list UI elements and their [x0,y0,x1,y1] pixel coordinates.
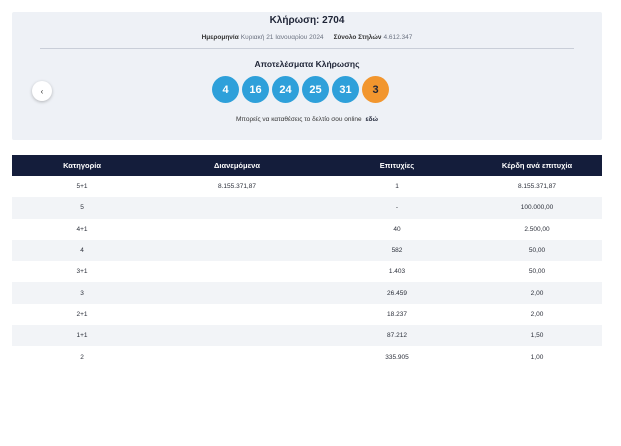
divider [40,48,574,49]
date-value: Κυριακή 21 Ιανουαρίου 2024 [240,34,324,41]
winners-cell: 1.403 [322,261,472,283]
online-link[interactable]: εδώ [365,116,378,123]
table-row: 5+1 8.155.371,87 1 8.155.371,87 [12,176,602,198]
prize-cell: 50,00 [472,239,602,262]
table-row: 5 - 100.000,00 [12,197,602,219]
number-ball: 24 [272,76,299,103]
table-row: 3+1 1.403 50,00 [12,261,602,283]
winners-cell: 87.212 [322,325,472,347]
category-cell: 1+1 [12,325,152,347]
prize-cell: 100.000,00 [472,197,602,219]
winning-numbers: 4 16 24 25 31 3 [212,76,389,103]
distributed-cell [152,197,322,219]
category-cell: 2+1 [12,303,152,326]
winners-cell: 335.905 [322,346,472,368]
table-row: 4 582 50,00 [12,239,602,262]
draw-results-panel: Κλήρωση: 2704 Ημερομηνία Κυριακή 21 Ιανου… [12,12,602,140]
columns-label: Σύνολο Στηλών [333,34,382,41]
header-winners: Επιτυχίες [322,155,472,176]
number-ball: 16 [242,76,269,103]
distributed-cell [152,282,322,304]
winners-cell: 1 [322,176,472,198]
prize-cell: 2.500,00 [472,218,602,240]
category-cell: 3+1 [12,261,152,283]
previous-draw-button[interactable]: ‹ [32,81,52,101]
table-row: 4+1 40 2.500,00 [12,218,602,240]
winners-cell: - [322,197,472,219]
number-ball: 25 [302,76,329,103]
header-distributed: Διανεμόμενα [152,155,322,176]
prize-cell: 1,50 [472,325,602,347]
table-header-row: Κατηγορία Διανεμόμενα Επιτυχίες Κέρδη αν… [12,155,602,176]
prize-cell: 2,00 [472,303,602,326]
table-row: 2+1 18.237 2,00 [12,303,602,326]
winners-cell: 18.237 [322,303,472,326]
prize-table: Κατηγορία Διανεμόμενα Επιτυχίες Κέρδη αν… [12,155,602,368]
prize-cell: 8.155.371,87 [472,176,602,198]
winners-cell: 26.459 [322,282,472,304]
columns-value: 4.612.347 [383,34,413,41]
results-title: Αποτελέσματα Κλήρωσης [254,59,360,69]
online-text: Μπορείς να καταθέσεις το δελτίο σου onli… [236,116,362,123]
prize-cell: 50,00 [472,261,602,283]
category-cell: 5+1 [12,176,152,198]
date-label: Ημερομηνία [201,34,239,41]
prize-cell: 1,00 [472,346,602,368]
prize-cell: 2,00 [472,282,602,304]
distributed-cell [152,303,322,326]
chevron-left-icon: ‹ [40,86,44,96]
distributed-cell [152,239,322,262]
category-cell: 2 [12,346,152,368]
category-cell: 3 [12,282,152,304]
distributed-cell [152,218,322,240]
category-cell: 4+1 [12,218,152,240]
number-ball: 4 [212,76,239,103]
distributed-cell [152,261,322,283]
table-row: 1+1 87.212 1,50 [12,325,602,347]
distributed-cell: 8.155.371,87 [152,176,322,198]
draw-meta: Ημερομηνία Κυριακή 21 Ιανουαρίου 2024 Σύνο… [12,34,602,41]
header-category: Κατηγορία [12,155,152,176]
category-cell: 4 [12,239,152,262]
draw-title: Κλήρωση: 2704 [269,15,345,26]
category-cell: 5 [12,197,152,219]
table-row: 3 26.459 2,00 [12,282,602,304]
number-ball: 31 [332,76,359,103]
winners-cell: 40 [322,218,472,240]
winners-cell: 582 [322,239,472,262]
table-row: 2 335.905 1,00 [12,346,602,368]
header-prize-per-winner: Κέρδη ανά επιτυχία [472,155,602,176]
distributed-cell [152,325,322,347]
joker-ball: 3 [362,76,389,103]
online-bet-text: Μπορείς να καταθέσεις το δελτίο σου onli… [12,116,602,123]
distributed-cell [152,346,322,368]
